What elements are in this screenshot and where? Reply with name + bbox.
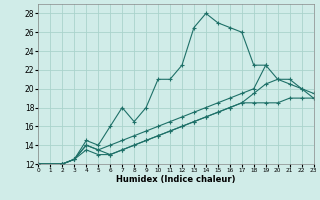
X-axis label: Humidex (Indice chaleur): Humidex (Indice chaleur) [116, 175, 236, 184]
